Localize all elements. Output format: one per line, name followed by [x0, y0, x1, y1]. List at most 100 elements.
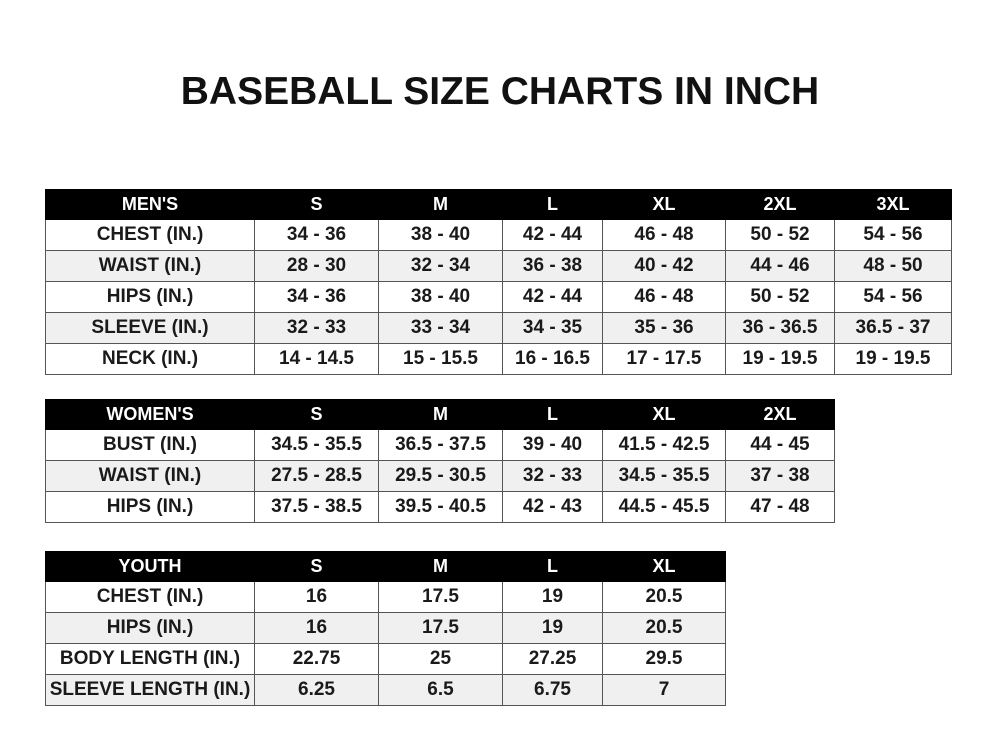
- size-value: 7: [602, 674, 726, 706]
- size-header: S: [254, 551, 379, 582]
- measurement-label: HIPS (IN.): [45, 281, 255, 313]
- table-row: CHEST (IN.) 34 - 36 38 - 40 42 - 44 46 - 48 5…: [45, 219, 952, 251]
- size-value: 6.5: [378, 674, 503, 706]
- size-value: 32 - 33: [502, 460, 603, 492]
- measurement-label: CHEST (IN.): [45, 219, 255, 251]
- size-value: 44 - 45: [725, 429, 835, 461]
- size-value: 34 - 35: [502, 312, 603, 344]
- measurement-label: SLEEVE (IN.): [45, 312, 255, 344]
- size-header: S: [254, 399, 379, 430]
- size-value: 36.5 - 37.5: [378, 429, 503, 461]
- table-row: HIPS (IN.) 37.5 - 38.5 39.5 - 40.5 42 - 43 4…: [45, 491, 835, 523]
- measurement-label: SLEEVE LENGTH (IN.): [45, 674, 255, 706]
- table-row: HIPS (IN.) 34 - 36 38 - 40 42 - 44 46 - 48 50…: [45, 281, 952, 313]
- table-header-row: WOMEN'S S M L XL 2XL: [45, 399, 835, 430]
- size-value: 34.5 - 35.5: [602, 460, 726, 492]
- measurement-label: HIPS (IN.): [45, 491, 255, 523]
- size-value: 28 - 30: [254, 250, 379, 282]
- size-value: 20.5: [602, 581, 726, 613]
- size-value: 42 - 44: [502, 219, 603, 251]
- size-value: 40 - 42: [602, 250, 726, 282]
- table-header-row: MEN'S S M L XL 2XL 3XL: [45, 189, 952, 220]
- size-value: 44.5 - 45.5: [602, 491, 726, 523]
- table-row: WAIST (IN.) 27.5 - 28.5 29.5 - 30.5 32 - 33…: [45, 460, 835, 492]
- size-header: L: [502, 551, 603, 582]
- size-value: 37.5 - 38.5: [254, 491, 379, 523]
- size-header: S: [254, 189, 379, 220]
- size-value: 15 - 15.5: [378, 343, 503, 375]
- size-value: 32 - 34: [378, 250, 503, 282]
- measurement-label: NECK (IN.): [45, 343, 255, 375]
- size-value: 42 - 44: [502, 281, 603, 313]
- table-row: BODY LENGTH (IN.) 22.75 25 27.25 29.5: [45, 643, 726, 675]
- size-value: 35 - 36: [602, 312, 726, 344]
- size-value: 19 - 19.5: [725, 343, 835, 375]
- size-value: 6.25: [254, 674, 379, 706]
- size-header: 2XL: [725, 399, 835, 430]
- measurement-label: WAIST (IN.): [45, 460, 255, 492]
- table-row: BUST (IN.) 34.5 - 35.5 36.5 - 37.5 39 - 40 4…: [45, 429, 835, 461]
- measurement-label: HIPS (IN.): [45, 612, 255, 644]
- size-value: 17 - 17.5: [602, 343, 726, 375]
- size-value: 22.75: [254, 643, 379, 675]
- size-value: 25: [378, 643, 503, 675]
- size-value: 32 - 33: [254, 312, 379, 344]
- size-value: 50 - 52: [725, 281, 835, 313]
- size-header: 2XL: [725, 189, 835, 220]
- size-value: 39 - 40: [502, 429, 603, 461]
- size-value: 16 - 16.5: [502, 343, 603, 375]
- measurement-label: WAIST (IN.): [45, 250, 255, 282]
- size-value: 36 - 38: [502, 250, 603, 282]
- size-value: 14 - 14.5: [254, 343, 379, 375]
- size-value: 27.5 - 28.5: [254, 460, 379, 492]
- size-value: 48 - 50: [834, 250, 952, 282]
- size-value: 34 - 36: [254, 219, 379, 251]
- measurement-label: BODY LENGTH (IN.): [45, 643, 255, 675]
- size-value: 44 - 46: [725, 250, 835, 282]
- table-row: CHEST (IN.) 16 17.5 19 20.5: [45, 581, 726, 613]
- size-value: 6.75: [502, 674, 603, 706]
- mens-size-table: MEN'S S M L XL 2XL 3XL CHEST (IN.) 34 - 36 38 - 4…: [45, 189, 952, 375]
- womens-size-table: WOMEN'S S M L XL 2XL BUST (IN.) 34.5 - 35.5 36.5…: [45, 399, 835, 523]
- size-value: 16: [254, 612, 379, 644]
- size-value: 42 - 43: [502, 491, 603, 523]
- size-value: 29.5: [602, 643, 726, 675]
- size-value: 41.5 - 42.5: [602, 429, 726, 461]
- size-value: 27.25: [502, 643, 603, 675]
- size-value: 36.5 - 37: [834, 312, 952, 344]
- size-value: 33 - 34: [378, 312, 503, 344]
- table-row: WAIST (IN.) 28 - 30 32 - 34 36 - 38 40 - 42 4…: [45, 250, 952, 282]
- size-value: 16: [254, 581, 379, 613]
- size-value: 19 - 19.5: [834, 343, 952, 375]
- size-value: 46 - 48: [602, 219, 726, 251]
- table-row: SLEEVE LENGTH (IN.) 6.25 6.5 6.75 7: [45, 674, 726, 706]
- category-header: YOUTH: [45, 551, 255, 582]
- measurement-label: BUST (IN.): [45, 429, 255, 461]
- size-value: 39.5 - 40.5: [378, 491, 503, 523]
- measurement-label: CHEST (IN.): [45, 581, 255, 613]
- size-value: 34.5 - 35.5: [254, 429, 379, 461]
- size-value: 38 - 40: [378, 281, 503, 313]
- size-header: M: [378, 399, 503, 430]
- category-header: WOMEN'S: [45, 399, 255, 430]
- size-value: 50 - 52: [725, 219, 835, 251]
- size-value: 29.5 - 30.5: [378, 460, 503, 492]
- size-value: 20.5: [602, 612, 726, 644]
- table-row: SLEEVE (IN.) 32 - 33 33 - 34 34 - 35 35 - 36…: [45, 312, 952, 344]
- size-value: 17.5: [378, 612, 503, 644]
- size-value: 47 - 48: [725, 491, 835, 523]
- size-header: XL: [602, 189, 726, 220]
- size-value: 36 - 36.5: [725, 312, 835, 344]
- table-row: NECK (IN.) 14 - 14.5 15 - 15.5 16 - 16.5 17 …: [45, 343, 952, 375]
- size-value: 54 - 56: [834, 219, 952, 251]
- size-value: 37 - 38: [725, 460, 835, 492]
- page-title: BASEBALL SIZE CHARTS IN INCH: [180, 70, 820, 113]
- size-header: XL: [602, 551, 726, 582]
- size-value: 38 - 40: [378, 219, 503, 251]
- category-header: MEN'S: [45, 189, 255, 220]
- table-header-row: YOUTH S M L XL: [45, 551, 726, 582]
- size-header: M: [378, 551, 503, 582]
- size-value: 46 - 48: [602, 281, 726, 313]
- size-value: 19: [502, 612, 603, 644]
- size-header: L: [502, 189, 603, 220]
